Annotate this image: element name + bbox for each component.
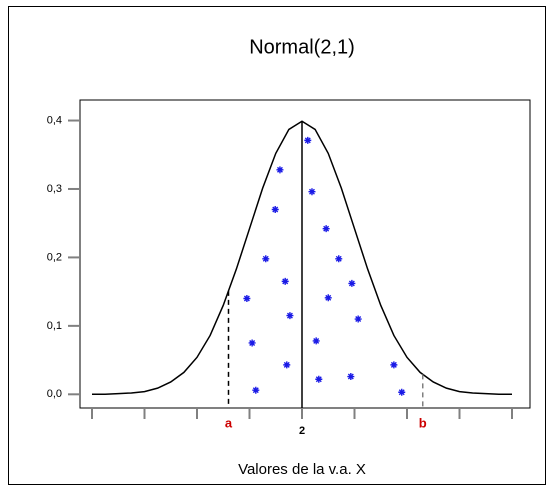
asterisk-point <box>248 339 256 347</box>
asterisk-point <box>271 206 279 214</box>
asterisk-point <box>315 375 323 383</box>
outer-border <box>8 6 546 485</box>
asterisk-point <box>312 337 320 345</box>
y-tick-label: 0,3 <box>47 183 62 195</box>
asterisk-point <box>262 255 270 263</box>
asterisk-point <box>286 312 294 320</box>
x-tick-label: 2 <box>299 425 305 437</box>
asterisk-point <box>335 255 343 263</box>
asterisk-point <box>276 166 284 174</box>
asterisk-point <box>390 361 398 369</box>
asterisk-point <box>348 279 356 287</box>
asterisk-point <box>252 386 260 394</box>
x-axis-label: Valores de la v.a. X <box>238 461 366 478</box>
asterisk-point <box>243 294 251 302</box>
y-tick-label: 0,4 <box>47 114 62 126</box>
asterisk-point <box>283 361 291 369</box>
y-tick-label: 0,1 <box>47 320 62 332</box>
asterisk-point <box>324 294 332 302</box>
vertical-line-label: b <box>419 415 427 430</box>
vertical-line-label: a <box>225 415 233 430</box>
asterisk-point <box>347 373 355 381</box>
asterisk-point <box>354 315 362 323</box>
asterisk-point <box>308 188 316 196</box>
asterisk-point <box>398 388 406 396</box>
asterisk-point <box>322 225 330 233</box>
y-tick-label: 0,2 <box>47 251 62 263</box>
plot-frame <box>79 99 531 409</box>
chart-title: Normal(2,1) <box>249 36 355 58</box>
asterisk-point <box>281 277 289 285</box>
y-tick-label: 0,0 <box>47 388 62 400</box>
asterisk-point <box>304 136 312 144</box>
